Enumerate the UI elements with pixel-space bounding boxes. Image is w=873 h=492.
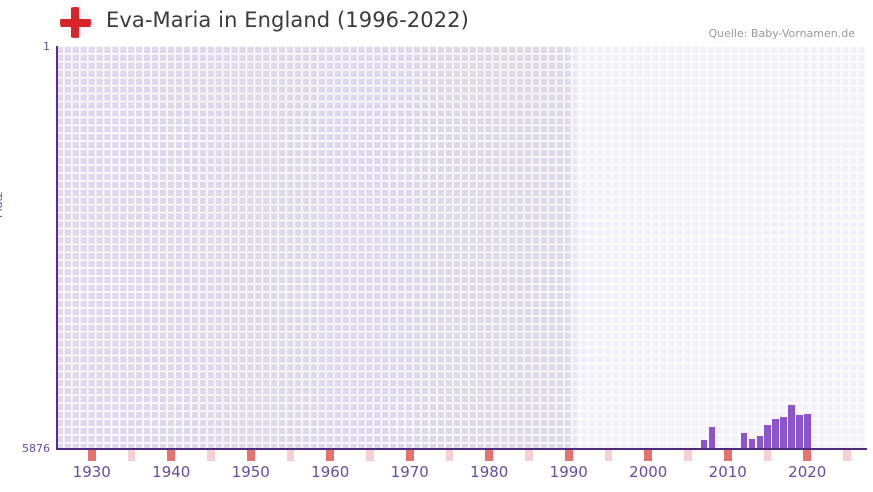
x-tick-1940 [167, 450, 176, 461]
bar-2015[interactable] [764, 425, 771, 449]
x-label-1950: 1950 [231, 463, 270, 481]
y-tick-bottom: 5876 [22, 442, 50, 455]
x-label-1970: 1970 [390, 463, 429, 481]
x-tick-1975 [445, 450, 454, 461]
y-axis-label: Platz [0, 191, 5, 218]
x-label-1960: 1960 [311, 463, 350, 481]
bar-2018[interactable] [788, 405, 795, 449]
x-tick-1990 [564, 450, 573, 461]
x-label-2010: 2010 [708, 463, 747, 481]
x-tick-1965 [366, 450, 374, 461]
x-tick-1935 [127, 450, 136, 461]
x-tick-2015 [763, 450, 772, 461]
x-tick-1970 [405, 450, 414, 461]
bar-2016[interactable] [772, 419, 779, 449]
source-credit: Quelle: Baby-Vornamen.de [708, 27, 855, 40]
chart-header: Eva-Maria in England (1996-2022) Quelle:… [0, 0, 873, 46]
bar-2008[interactable] [708, 427, 716, 449]
x-tick-1955 [286, 450, 295, 461]
x-tick-2025 [843, 450, 851, 461]
x-label-1990: 1990 [549, 463, 588, 481]
y-axis-line [56, 46, 58, 450]
x-tick-1960 [326, 450, 335, 461]
bar-2013[interactable] [748, 439, 756, 449]
x-tick-1930 [87, 450, 96, 461]
x-tick-2000 [644, 450, 653, 461]
x-tick-2005 [684, 450, 692, 461]
x-label-2000: 2000 [629, 463, 668, 481]
bar-2020[interactable] [804, 414, 811, 449]
x-tick-1950 [246, 450, 255, 461]
england-flag-icon [60, 7, 91, 38]
plot-area [56, 46, 866, 449]
x-tick-1985 [525, 450, 533, 461]
x-tick-1995 [604, 450, 613, 461]
x-axis-line [56, 448, 867, 450]
x-tick-2010 [723, 450, 732, 461]
bar-2017[interactable] [780, 417, 787, 449]
x-label-1980: 1980 [470, 463, 509, 481]
page-title: Eva-Maria in England (1996-2022) [106, 8, 469, 32]
x-axis-tick-marks [56, 450, 867, 461]
x-label-1930: 1930 [72, 463, 111, 481]
x-tick-1980 [485, 450, 494, 461]
x-tick-2020 [803, 450, 812, 461]
x-label-2020: 2020 [788, 463, 827, 481]
bar-2007[interactable] [700, 440, 708, 449]
bar-2014[interactable] [756, 436, 764, 449]
bar-2019[interactable] [796, 415, 803, 449]
x-label-1940: 1940 [152, 463, 191, 481]
flag-cross-vertical [71, 7, 79, 38]
grid-fade-overlay [56, 46, 866, 449]
x-tick-1945 [207, 450, 215, 461]
y-tick-top: 1 [43, 40, 50, 53]
bar-2012[interactable] [740, 433, 748, 449]
